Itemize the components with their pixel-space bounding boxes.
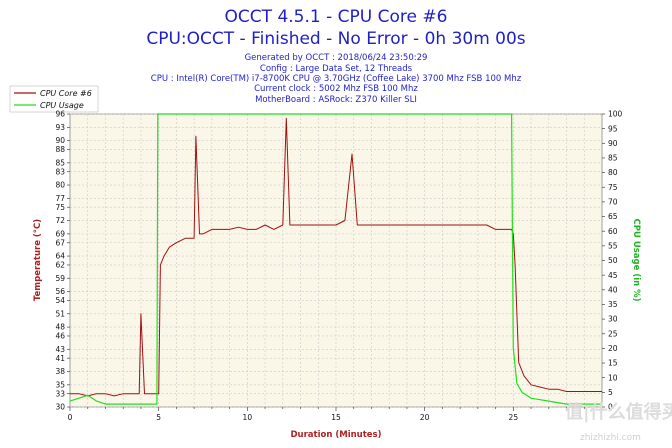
y-tick-label: 38 — [55, 367, 65, 376]
y-tick-label: 90 — [55, 136, 65, 145]
y-tick-label: 54 — [55, 296, 65, 305]
y-tick-label: 77 — [55, 194, 65, 203]
x-tick-label: 20 — [420, 413, 430, 422]
x-tick-label: 10 — [243, 413, 253, 422]
y-tick-label: 69 — [55, 229, 65, 238]
y-tick-label: 62 — [55, 261, 65, 270]
x-tick-label: 15 — [331, 413, 341, 422]
y2-tick-label: 75 — [608, 183, 618, 192]
x-axis-ticks: 0 5 10 15 20 25 — [68, 407, 603, 422]
y2-tick-label: 80 — [608, 168, 618, 177]
y-tick-label: 51 — [55, 309, 65, 318]
y-tick-label: 48 — [55, 323, 65, 332]
y-tick-label: 33 — [55, 389, 65, 398]
watermark-site: zhizhizhi.com — [580, 433, 641, 443]
y2-tick-label: 0 — [608, 403, 613, 412]
chart-title: OCCT 4.5.1 - CPU Core #6 — [225, 7, 448, 27]
x-axis-label: Duration (Minutes) — [291, 430, 382, 440]
y-tick-label: 83 — [55, 167, 65, 176]
legend-label-cpu-usage: CPU Usage — [40, 101, 84, 110]
y-axis-label: Temperature (°C) — [33, 219, 43, 301]
y-tick-label: 59 — [55, 274, 65, 283]
y2-tick-label: 25 — [608, 329, 618, 338]
y2-tick-label: 50 — [608, 256, 618, 265]
x-tick-label: 25 — [509, 413, 519, 422]
x-tick-label: 5 — [156, 413, 161, 422]
y2-axis-label: CPU Usage (in %) — [631, 218, 641, 301]
y-tick-label: 43 — [55, 345, 65, 354]
y2-tick-label: 35 — [608, 300, 618, 309]
y-tick-label: 41 — [55, 354, 65, 363]
y-tick-label: 72 — [55, 216, 65, 225]
y2-axis-ticks: 0 5 10 15 20 25 30 35 40 45 50 55 60 65 70 75 80 85 90 95 10… — [602, 110, 623, 412]
y2-tick-label: 40 — [608, 285, 618, 294]
y2-tick-label: 30 — [608, 315, 618, 324]
y2-tick-label: 95 — [608, 124, 618, 133]
y2-tick-label: 45 — [608, 271, 618, 280]
y-tick-label: 35 — [55, 380, 65, 389]
y-tick-label: 46 — [55, 332, 65, 341]
y-tick-label: 96 — [55, 110, 65, 119]
y2-tick-label: 65 — [608, 212, 618, 221]
legend: CPU Core #6 CPU Usage — [9, 85, 99, 113]
info-motherboard: MotherBoard : ASRock: Z370 Killer SLI — [255, 95, 417, 105]
y2-tick-label: 15 — [608, 359, 618, 368]
y2-tick-label: 55 — [608, 241, 618, 250]
info-current-clock: Current clock : 5002 Mhz FSB 100 Mhz — [254, 84, 418, 94]
y-tick-label: 64 — [55, 252, 65, 261]
info-cpu: CPU : Intel(R) Core(TM) i7-8700K CPU @ 3… — [151, 74, 522, 84]
watermark: 值|什么值得买 zhizhizhi.com — [565, 401, 672, 443]
y2-tick-label: 10 — [608, 373, 618, 382]
chart-subtitle: CPU:OCCT - Finished - No Error - 0h 30m … — [146, 29, 525, 49]
watermark-logo: 值|什么值得买 — [565, 401, 672, 423]
y-tick-label: 80 — [55, 181, 65, 190]
legend-label-cpu-core: CPU Core #6 — [40, 89, 92, 98]
info-generated: Generated by OCCT : 2018/06/24 23:50:29 — [245, 53, 428, 63]
series-line-cpu-core-6 — [70, 117, 602, 397]
y2-tick-label: 20 — [608, 344, 618, 353]
y2-tick-label: 70 — [608, 198, 618, 207]
series-lines — [69, 113, 602, 405]
y-tick-label: 56 — [55, 287, 65, 296]
y2-tick-label: 85 — [608, 154, 618, 163]
y-tick-label: 85 — [55, 158, 65, 167]
y2-tick-label: 5 — [608, 388, 613, 397]
y-tick-label: 30 — [55, 403, 65, 412]
series-line-cpu-usage — [69, 113, 602, 405]
y-tick-label: 88 — [55, 145, 65, 154]
y-tick-label: 67 — [55, 238, 65, 247]
info-config: Config : Large Data Set, 12 Threads — [260, 64, 413, 74]
y2-tick-label: 60 — [608, 227, 618, 236]
y2-tick-label: 90 — [608, 139, 618, 148]
x-tick-label: 0 — [68, 413, 73, 422]
y-tick-label: 75 — [55, 203, 65, 212]
y2-tick-label: 100 — [608, 110, 623, 119]
y-tick-label: 93 — [55, 123, 65, 132]
